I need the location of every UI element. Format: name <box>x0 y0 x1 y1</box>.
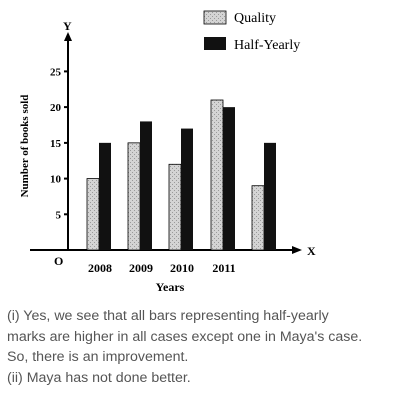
y-tick-15: 15 <box>50 138 68 150</box>
y-tick-5: 5 <box>56 209 68 221</box>
bar-chart: Y X O 5 10 15 20 25 <box>19 10 316 294</box>
bar-half-yearly-2010 <box>181 128 193 250</box>
answer-line: (i) Yes, we see that all bars representi… <box>7 308 329 324</box>
y-tick-20: 20 <box>50 102 68 114</box>
legend: Quality Half-Yearly <box>203 10 300 53</box>
y-tick-10: 10 <box>50 174 68 186</box>
y-axis-letter: Y <box>63 19 72 33</box>
bar-half-yearly-2009 <box>140 121 152 250</box>
answer-line: marks are higher in all cases except one… <box>7 328 363 345</box>
bar-half-yearly-extra <box>264 142 276 250</box>
bar-quality-2010 <box>168 163 182 251</box>
x-tick-label-2009: 2009 <box>129 261 153 275</box>
answer-line: So, there is an improvement. <box>7 349 189 365</box>
x-tick-label-2010: 2010 <box>170 261 194 275</box>
bars <box>86 99 276 251</box>
x-axis-letter: X <box>307 244 316 258</box>
bar-quality-extra <box>251 185 265 251</box>
y-tick-label: 5 <box>56 209 62 221</box>
y-tick-label: 15 <box>50 138 62 150</box>
origin-label: O <box>54 254 63 268</box>
y-axis-arrow <box>64 32 72 41</box>
bar-quality-2008 <box>86 178 100 251</box>
y-ticks: 5 10 15 20 25 <box>50 66 68 221</box>
legend-label-quality: Quality <box>234 11 276 26</box>
x-axis-arrow <box>292 246 302 254</box>
y-tick-25: 25 <box>50 66 68 78</box>
answer-line: (ii) Maya has not done better. <box>7 369 191 386</box>
bar-quality-2009 <box>127 142 141 251</box>
legend-swatch-quality <box>203 10 227 25</box>
legend-label-half-yearly: Half-Yearly <box>234 38 300 53</box>
bar-half-yearly-2008 <box>99 142 111 250</box>
bar-half-yearly-2011 <box>223 107 235 251</box>
y-tick-label: 10 <box>50 174 62 186</box>
x-tick-label-2011: 2011 <box>212 261 235 275</box>
answer-text: (i) Yes, we see that all bars representi… <box>7 306 399 388</box>
y-tick-label: 20 <box>50 102 62 114</box>
y-axis-title: Number of books sold <box>19 95 31 198</box>
x-tick-label-2008: 2008 <box>88 261 112 275</box>
legend-swatch-half-yearly <box>204 37 226 50</box>
y-tick-label: 25 <box>50 66 62 78</box>
x-axis-title: Years <box>156 280 185 294</box>
bar-quality-2011 <box>210 99 224 251</box>
